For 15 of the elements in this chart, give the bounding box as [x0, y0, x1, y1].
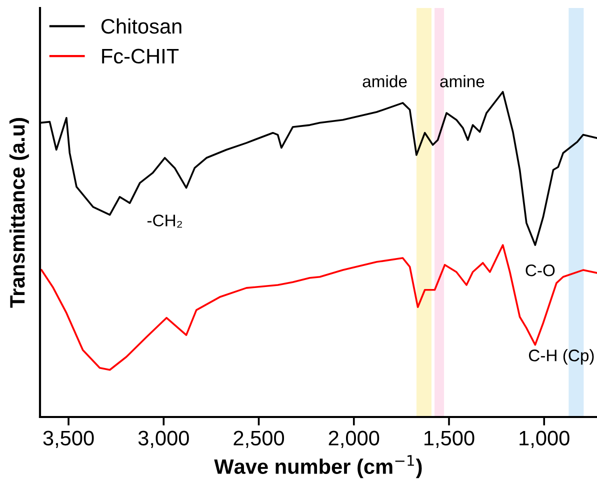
legend-label: Fc-CHIT	[102, 48, 179, 64]
y-axis-title: Transmittance (a.u)	[9, 118, 29, 308]
x-tick-label: 2,500	[234, 430, 284, 448]
annotation: -CH₂	[147, 214, 182, 228]
annotation: C-H (Cp)	[528, 349, 594, 365]
x-tick-label: 2,000	[328, 430, 380, 448]
text: amine	[440, 75, 484, 88]
x-axis-title: Wave number (cm$^{−1}$)	[214, 455, 422, 478]
x-tick-label: 1,000	[520, 430, 570, 448]
text: amide	[362, 75, 407, 88]
x-tick-label: 3,500	[43, 430, 94, 448]
annotation: C-O	[526, 264, 555, 276]
legend-label: Chitosan	[101, 18, 182, 34]
x-tick-label: 1,500	[424, 430, 474, 448]
x-tick-label: 3,000	[138, 430, 189, 448]
